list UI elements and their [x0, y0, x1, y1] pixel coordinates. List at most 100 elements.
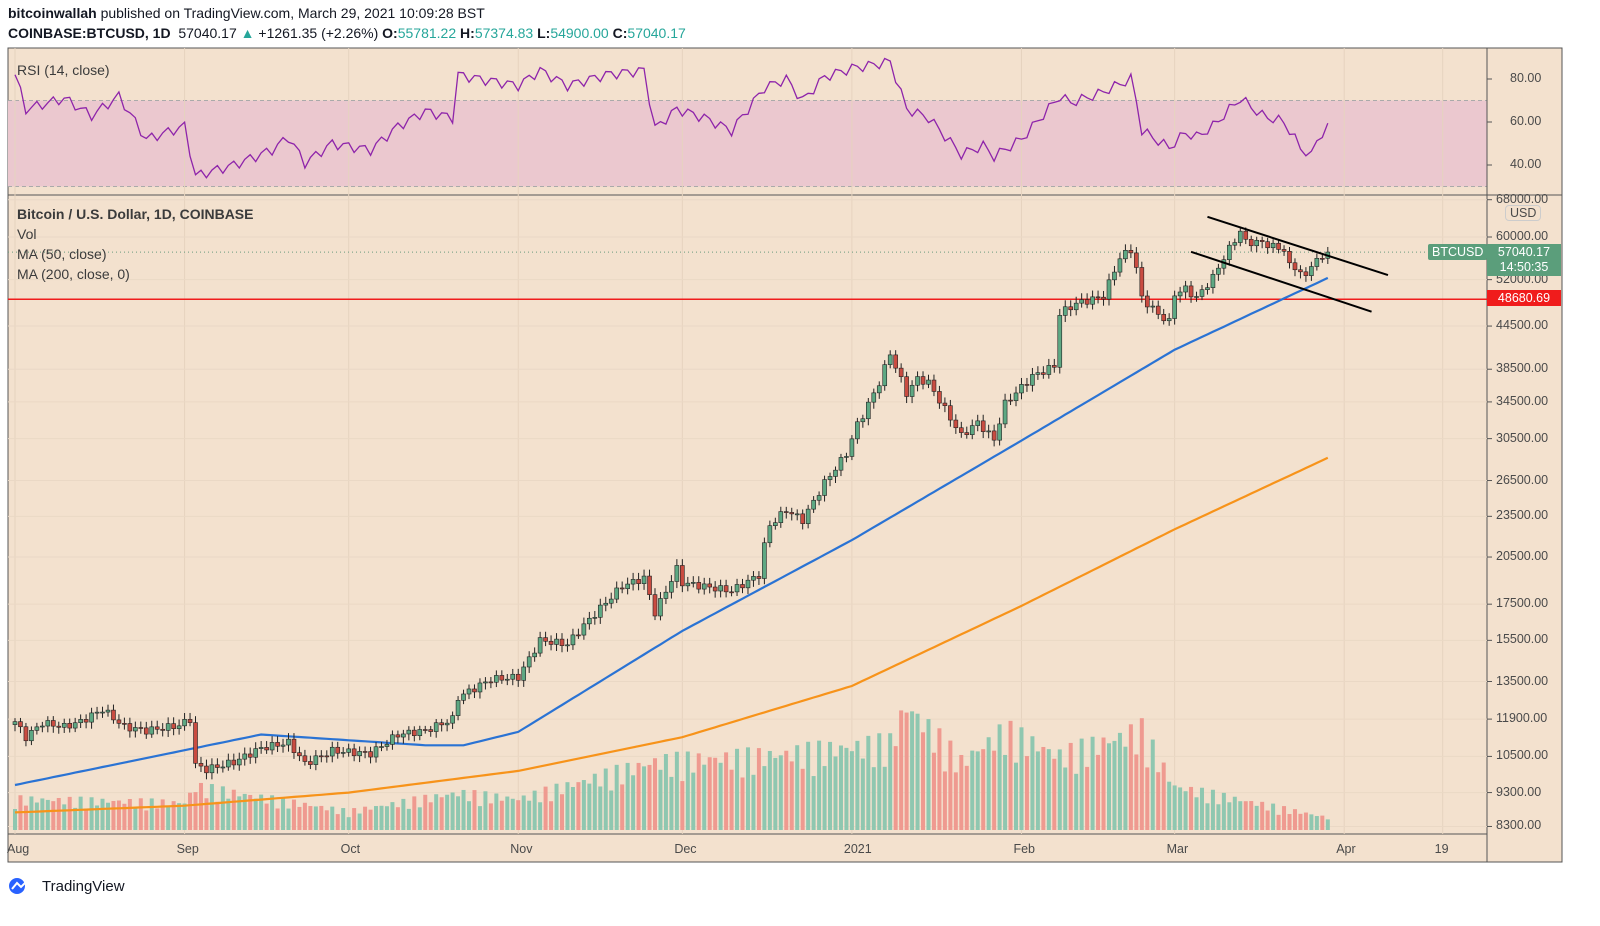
volume-bar — [390, 802, 395, 830]
ma200-legend[interactable]: MA (200, close, 0) — [17, 266, 130, 282]
vol-legend[interactable]: Vol — [17, 226, 37, 242]
volume-bar — [477, 806, 482, 830]
volume-bar — [1178, 787, 1183, 830]
candle — [258, 747, 264, 749]
volume-bar — [729, 769, 734, 830]
volume-bar — [1167, 781, 1172, 830]
candle — [319, 755, 324, 758]
tradingview-logo[interactable]: TradingView — [8, 877, 125, 895]
rsi-tick-label: 60.00 — [1510, 114, 1542, 128]
volume-bar — [948, 740, 953, 830]
volume-bar — [1057, 749, 1062, 830]
candle — [532, 652, 537, 658]
candle — [1188, 285, 1194, 298]
volume-bar — [472, 790, 477, 830]
candle — [521, 666, 527, 681]
candle — [1281, 249, 1287, 252]
volume-bar — [652, 758, 657, 830]
rsi-legend[interactable]: RSI (14, close) — [17, 62, 110, 78]
publish-line: bitcoinwallah published on TradingView.c… — [8, 5, 485, 21]
volume-bar — [888, 733, 893, 830]
volume-bar — [855, 740, 860, 830]
volume-bar — [1271, 803, 1276, 830]
candle — [1150, 305, 1156, 308]
volume-bar — [259, 794, 264, 830]
volume-bar — [516, 800, 521, 830]
volume-bar — [166, 805, 171, 830]
candle — [937, 391, 942, 404]
volume-bar — [1112, 740, 1117, 830]
candle — [18, 721, 23, 728]
candle — [286, 738, 291, 746]
ma200-line — [14, 456, 1329, 814]
candle — [636, 579, 641, 584]
currency-label[interactable]: USD — [1505, 205, 1542, 221]
candle — [154, 726, 160, 730]
volume-bar — [461, 789, 466, 830]
candle — [94, 711, 100, 714]
volume-bar — [1019, 727, 1024, 830]
candle — [412, 729, 417, 737]
volume-bar — [959, 754, 964, 830]
up-triangle-icon: ▲ — [240, 25, 255, 41]
candle — [751, 576, 756, 581]
volume-bar — [800, 768, 805, 830]
candle — [1303, 271, 1309, 276]
volume-bar — [1096, 754, 1101, 830]
candle — [948, 405, 953, 421]
candle — [619, 587, 625, 590]
volume-bar — [915, 713, 920, 830]
candle — [986, 430, 991, 433]
volume-bar — [89, 797, 94, 830]
rsi-band — [8, 100, 1487, 187]
candle — [554, 638, 559, 645]
candle — [455, 699, 461, 716]
volume-bar — [570, 787, 575, 830]
volume-bar — [220, 786, 225, 830]
candle — [329, 746, 335, 757]
candle — [111, 709, 116, 721]
candle — [395, 734, 401, 738]
candle — [1243, 230, 1249, 240]
volume-bar — [510, 798, 515, 830]
volume-bar — [882, 766, 887, 830]
candle — [1090, 296, 1095, 305]
candle — [67, 722, 72, 729]
volume-bar — [1325, 819, 1330, 830]
candle — [1008, 399, 1013, 402]
volume-bar — [1287, 814, 1292, 830]
volume-bar — [281, 797, 286, 830]
candle — [603, 602, 609, 606]
volume-bar — [45, 799, 50, 830]
volume-bar — [73, 807, 78, 830]
candle — [876, 385, 882, 394]
candle — [351, 748, 357, 757]
candle — [269, 742, 275, 751]
volume-bar — [177, 803, 182, 830]
ma50-legend[interactable]: MA (50, close) — [17, 246, 107, 262]
x-tick-label: 19 — [1434, 842, 1449, 856]
volume-bar — [833, 756, 838, 830]
candle — [991, 430, 997, 441]
volume-bar — [1303, 812, 1308, 830]
volume-bar — [784, 750, 789, 830]
last-price-value: 57040.17 — [1497, 245, 1551, 259]
candle — [466, 688, 472, 695]
author[interactable]: bitcoinwallah — [8, 5, 97, 21]
candle — [417, 729, 423, 737]
volume-bar — [702, 764, 707, 830]
candle — [592, 617, 598, 619]
volume-bar — [467, 801, 472, 830]
candle — [379, 746, 384, 748]
candle — [625, 583, 630, 589]
volume-bar — [56, 797, 61, 830]
price-tick-label: 13500.00 — [1496, 673, 1549, 688]
x-tick-label: Mar — [1166, 842, 1189, 856]
volume-bar — [264, 803, 269, 830]
candle — [805, 508, 811, 524]
channel-trendline-upper — [1207, 215, 1389, 277]
candle — [264, 747, 269, 751]
volume-bar — [237, 796, 242, 830]
candle — [783, 511, 789, 513]
